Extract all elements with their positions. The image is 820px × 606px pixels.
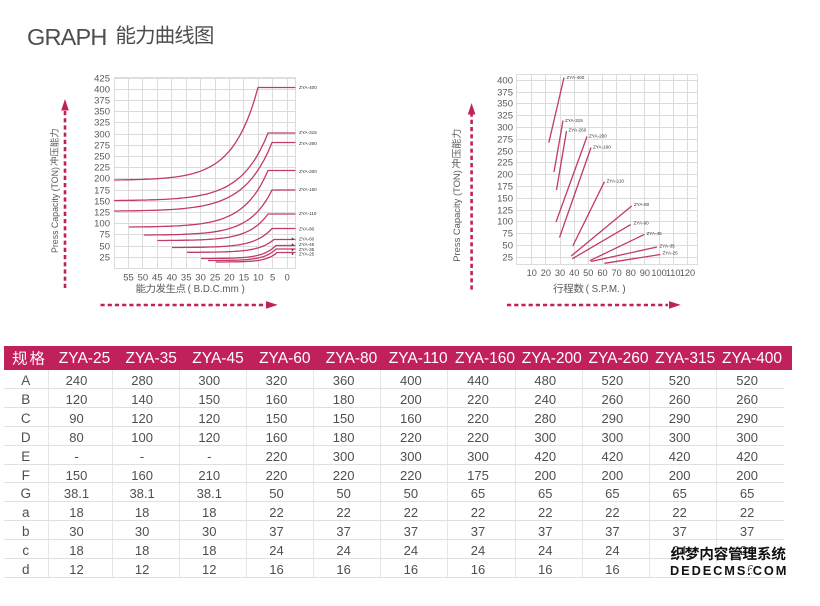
svg-text:15: 15 — [239, 272, 250, 283]
svg-text:150: 150 — [94, 197, 110, 208]
svg-text:ZYA-45: ZYA-45 — [647, 231, 663, 236]
svg-text:ZYA-200: ZYA-200 — [589, 134, 607, 139]
svg-text:400: 400 — [497, 76, 513, 87]
svg-text:350: 350 — [497, 99, 513, 110]
svg-text:ZYA-400: ZYA-400 — [299, 85, 317, 90]
svg-text:200: 200 — [497, 170, 513, 181]
svg-text:ZYA-315: ZYA-315 — [565, 118, 583, 123]
svg-text:20: 20 — [541, 268, 551, 278]
svg-text:Press Capacity (TON): Press Capacity (TON) — [50, 167, 60, 253]
svg-text:ZYA-80: ZYA-80 — [299, 226, 315, 231]
svg-text:ZYA-260: ZYA-260 — [299, 141, 317, 146]
svg-text:ZYA-110: ZYA-110 — [607, 179, 625, 184]
svg-text:50: 50 — [99, 242, 110, 253]
svg-text:50: 50 — [583, 268, 593, 278]
svg-text:ZYA-315: ZYA-315 — [299, 130, 317, 135]
svg-text:300: 300 — [497, 123, 513, 134]
svg-text:25: 25 — [99, 253, 110, 264]
svg-text:ZYA-25: ZYA-25 — [299, 252, 315, 257]
svg-text:40: 40 — [569, 268, 579, 278]
svg-text:ZYA-60: ZYA-60 — [299, 236, 315, 241]
svg-text:ZYA-160: ZYA-160 — [593, 145, 611, 150]
svg-text:30: 30 — [555, 268, 565, 278]
svg-text:ZYA-60: ZYA-60 — [634, 220, 650, 225]
svg-text:100: 100 — [94, 219, 110, 230]
svg-text:40: 40 — [167, 272, 178, 283]
svg-text:35: 35 — [181, 272, 192, 283]
svg-text:110: 110 — [666, 268, 681, 278]
svg-text:175: 175 — [94, 186, 110, 197]
svg-text:225: 225 — [94, 163, 110, 174]
svg-text:10: 10 — [527, 268, 537, 278]
svg-text:ZYA-260: ZYA-260 — [569, 128, 587, 133]
svg-text:5: 5 — [270, 272, 275, 283]
svg-text:125: 125 — [94, 208, 110, 219]
svg-text:150: 150 — [497, 194, 513, 205]
svg-text:375: 375 — [94, 96, 110, 107]
svg-text:275: 275 — [497, 135, 513, 146]
svg-text:60: 60 — [597, 268, 607, 278]
svg-text:350: 350 — [94, 107, 110, 118]
svg-text:300: 300 — [94, 130, 110, 141]
svg-text:120: 120 — [680, 268, 695, 278]
svg-text:0: 0 — [284, 272, 289, 283]
svg-text:Press Capacity (TON): Press Capacity (TON) — [451, 170, 462, 262]
svg-text:ZYA-35: ZYA-35 — [660, 243, 676, 248]
svg-text:( B.D.C.mm ): ( B.D.C.mm ) — [188, 284, 245, 295]
svg-text:DEDECMS.COM: DEDECMS.COM — [670, 563, 788, 578]
svg-text:90: 90 — [640, 268, 650, 278]
svg-text:ZYA-200: ZYA-200 — [299, 169, 317, 174]
svg-text:375: 375 — [497, 88, 513, 99]
svg-text:GRAPH: GRAPH — [27, 24, 107, 50]
svg-text:25: 25 — [210, 272, 221, 283]
svg-text:225: 225 — [497, 158, 513, 169]
svg-text:80: 80 — [626, 268, 636, 278]
svg-text:175: 175 — [497, 182, 513, 193]
svg-text:ZYA-400: ZYA-400 — [567, 75, 585, 80]
svg-text:50: 50 — [502, 241, 513, 252]
svg-text:25: 25 — [502, 253, 513, 264]
svg-text:20: 20 — [224, 272, 235, 283]
svg-text:70: 70 — [611, 268, 621, 278]
svg-text:250: 250 — [94, 152, 110, 163]
svg-text:ZYA-35: ZYA-35 — [299, 247, 315, 252]
svg-text:ZYA-80: ZYA-80 — [634, 202, 650, 207]
svg-text:125: 125 — [497, 206, 513, 217]
svg-text:100: 100 — [497, 217, 513, 228]
svg-text:75: 75 — [502, 229, 513, 240]
svg-text:ZYA-25: ZYA-25 — [663, 250, 679, 255]
svg-text:275: 275 — [94, 141, 110, 152]
svg-text:75: 75 — [99, 230, 110, 241]
svg-text:425: 425 — [94, 74, 110, 85]
svg-text:ZYA-160: ZYA-160 — [299, 187, 317, 192]
svg-text:400: 400 — [94, 85, 110, 96]
svg-text:ZYA-45: ZYA-45 — [299, 242, 315, 247]
svg-text:50: 50 — [138, 272, 149, 283]
svg-text:( S.P.M. ): ( S.P.M. ) — [586, 284, 626, 295]
svg-text:ZYA-110: ZYA-110 — [299, 211, 317, 216]
svg-text:30: 30 — [195, 272, 206, 283]
svg-text:325: 325 — [94, 118, 110, 129]
svg-text:100: 100 — [651, 268, 666, 278]
svg-text:200: 200 — [94, 174, 110, 185]
svg-text:45: 45 — [152, 272, 163, 283]
svg-text:325: 325 — [497, 111, 513, 122]
svg-text:10: 10 — [253, 272, 264, 283]
svg-text:250: 250 — [497, 147, 513, 158]
svg-text:55: 55 — [123, 272, 134, 283]
